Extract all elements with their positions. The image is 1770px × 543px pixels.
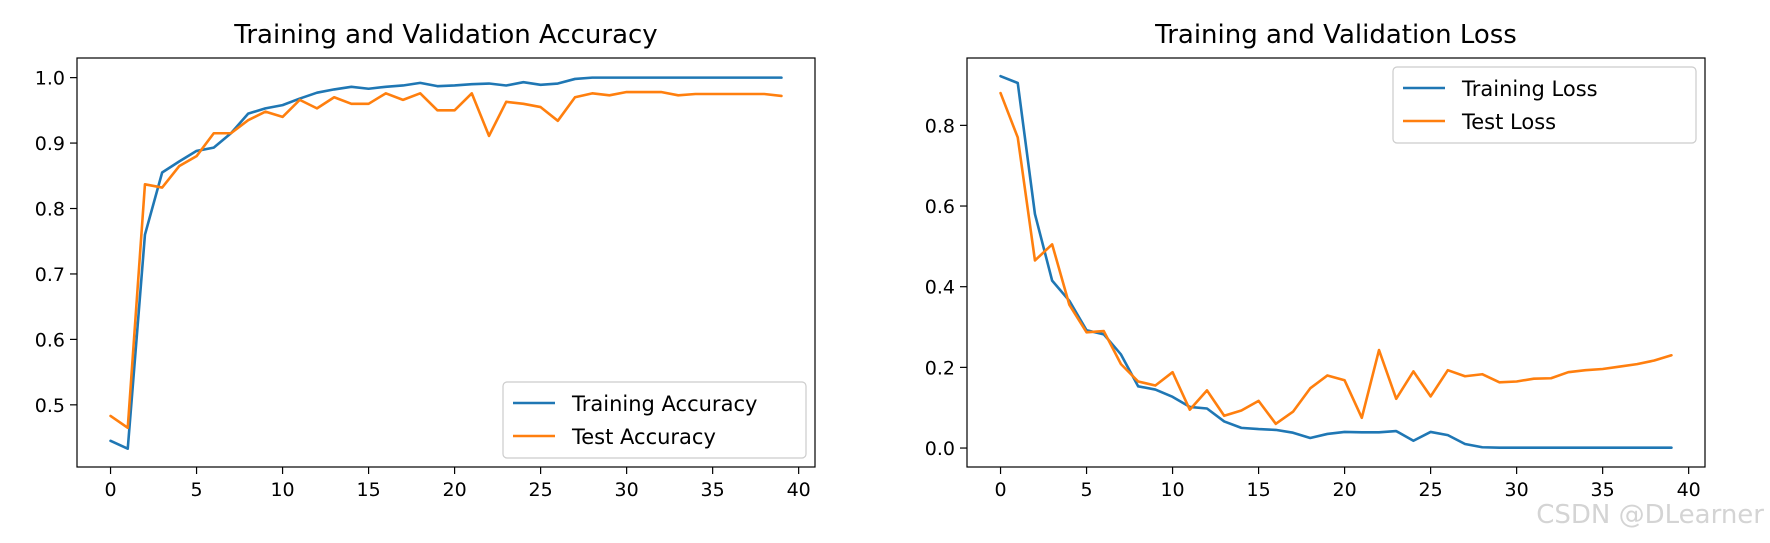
legend-box bbox=[502, 381, 807, 459]
series-line-training-loss bbox=[999, 74, 1673, 449]
x-tick-label: 15 bbox=[1246, 479, 1270, 501]
accuracy-chart: Training and Validation Accuracy 0 5 10 15 20… bbox=[35, 20, 816, 501]
x-tick-label: 5 bbox=[1081, 479, 1093, 501]
watermark-text: CSDN @DLearner bbox=[1536, 500, 1764, 530]
plot-frame bbox=[76, 57, 816, 468]
chart-title: Training and Validation Loss bbox=[1154, 20, 1517, 50]
chart-title: Training and Validation Accuracy bbox=[233, 20, 657, 50]
x-tick-label: 20 bbox=[1333, 479, 1357, 501]
loss-chart: Training and Validation Loss 0 5 10 15 20 25 30… bbox=[925, 20, 1706, 501]
x-tick-label: 10 bbox=[270, 479, 294, 501]
legend: Training Loss Test Loss bbox=[1392, 66, 1697, 144]
series-line-test-loss bbox=[999, 91, 1673, 426]
x-tick-label: 0 bbox=[104, 479, 116, 501]
y-tick-label: 0.8 bbox=[35, 199, 65, 221]
y-tick-label: 0.8 bbox=[925, 115, 955, 137]
y-tick-label: 0.5 bbox=[35, 395, 65, 417]
x-tick-label: 10 bbox=[1160, 479, 1184, 501]
y-tick-label: 0.4 bbox=[925, 277, 955, 299]
y-tick-label: 0.7 bbox=[35, 264, 65, 286]
y-tick-label: 1.0 bbox=[35, 68, 65, 90]
y-tick-label: 0.6 bbox=[35, 329, 65, 351]
x-tick-label: 25 bbox=[529, 479, 553, 501]
y-tick-label: 0.9 bbox=[35, 133, 65, 155]
series-line-training-accuracy bbox=[109, 76, 783, 450]
x-tick-label: 35 bbox=[701, 479, 725, 501]
y-tick-label: 0.6 bbox=[925, 196, 955, 218]
x-tick-label: 15 bbox=[356, 479, 380, 501]
legend-label: Test Accuracy bbox=[571, 425, 716, 449]
x-tick-label: 30 bbox=[615, 479, 639, 501]
x-tick-label: 20 bbox=[443, 479, 467, 501]
plot-frame bbox=[966, 57, 1706, 468]
x-tick-label: 5 bbox=[191, 479, 203, 501]
series-line-test-accuracy bbox=[109, 90, 783, 430]
x-tick-label: 35 bbox=[1591, 479, 1615, 501]
legend: Training Accuracy Test Accuracy bbox=[502, 381, 807, 459]
legend-label: Training Loss bbox=[1461, 77, 1598, 101]
x-tick-label: 0 bbox=[994, 479, 1006, 501]
legend-label: Test Loss bbox=[1461, 110, 1556, 134]
legend-label: Training Accuracy bbox=[571, 392, 757, 416]
y-tick-label: 0.0 bbox=[925, 438, 955, 460]
x-tick-label: 25 bbox=[1419, 479, 1443, 501]
x-tick-label: 40 bbox=[787, 479, 811, 501]
x-tick-label: 40 bbox=[1677, 479, 1701, 501]
x-tick-label: 30 bbox=[1505, 479, 1529, 501]
y-tick-label: 0.2 bbox=[925, 357, 955, 379]
legend-box bbox=[1392, 66, 1697, 144]
